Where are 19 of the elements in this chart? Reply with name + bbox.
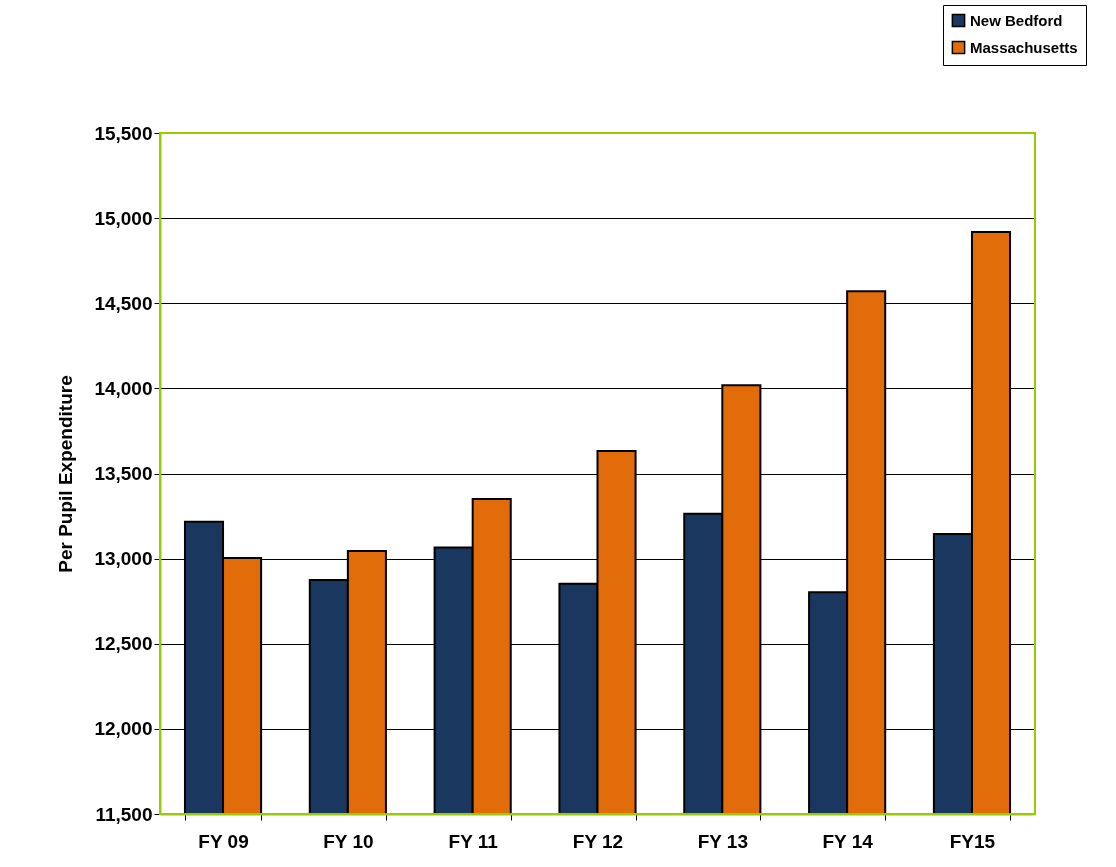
y-tick-label: 15,000 (94, 207, 153, 229)
x-tick-label: FY 11 (448, 830, 499, 852)
x-tick-label: FY 14 (822, 830, 874, 852)
y-tick-label: 13,500 (94, 463, 153, 484)
y-tick-label: 14,000 (94, 377, 153, 399)
y-tick-label: 12,000 (94, 718, 153, 740)
x-tick-label: FY 10 (323, 830, 374, 852)
x-tick-label: FY 12 (572, 830, 624, 852)
legend-label: Massachusetts (970, 38, 1078, 56)
x-tick-label: FY15 (949, 830, 996, 852)
x-tick-label: FY 13 (697, 830, 748, 852)
y-tick-label: 13,000 (94, 548, 153, 570)
x-tick-label: FY 09 (198, 830, 249, 852)
y-axis-title: Per Pupil Expenditure (55, 375, 77, 573)
y-tick-label: 12,500 (94, 633, 153, 655)
y-tick-label: 11,500 (95, 803, 153, 825)
y-tick-label: 15,500 (94, 122, 153, 144)
y-tick-label: 14,500 (94, 292, 153, 314)
legend-label: New Bedford (970, 11, 1063, 29)
